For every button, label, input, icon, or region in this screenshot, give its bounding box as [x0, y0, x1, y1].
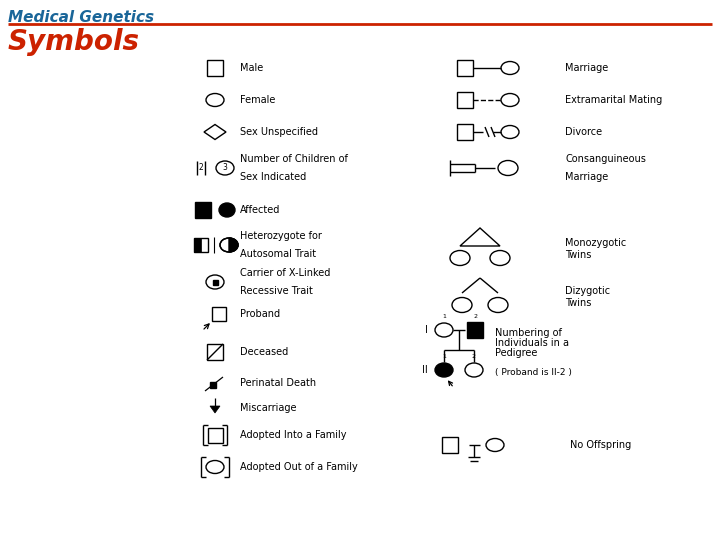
Text: Numbering of: Numbering of — [495, 328, 562, 338]
Text: Divorce: Divorce — [565, 127, 602, 137]
Text: Twins: Twins — [565, 298, 591, 308]
Bar — [212, 307, 226, 321]
Text: 1: 1 — [442, 314, 446, 319]
Text: Proband: Proband — [240, 309, 280, 319]
Text: Medical Genetics: Medical Genetics — [8, 10, 154, 25]
Ellipse shape — [219, 203, 235, 217]
Text: Female: Female — [240, 95, 275, 105]
Bar — [194, 238, 201, 252]
Polygon shape — [229, 238, 238, 252]
Text: Marriage: Marriage — [565, 172, 608, 182]
Text: Autosomal Trait: Autosomal Trait — [240, 249, 316, 259]
Text: Carrier of X-Linked: Carrier of X-Linked — [240, 268, 330, 278]
Text: 2: 2 — [473, 314, 477, 319]
Bar — [457, 124, 473, 140]
Ellipse shape — [435, 363, 453, 377]
Text: II: II — [422, 365, 428, 375]
Text: ( Proband is II-2 ): ( Proband is II-2 ) — [495, 368, 572, 377]
Text: Number of Children of: Number of Children of — [240, 154, 348, 164]
Text: Male: Male — [240, 63, 264, 73]
Text: Individuals in a: Individuals in a — [495, 338, 569, 348]
Text: Deceased: Deceased — [240, 347, 288, 357]
Bar — [467, 322, 483, 338]
Text: Monozygotic: Monozygotic — [565, 238, 626, 248]
Text: Recessive Trait: Recessive Trait — [240, 286, 313, 296]
Polygon shape — [210, 406, 220, 413]
Text: Miscarriage: Miscarriage — [240, 403, 297, 413]
Text: No Offspring: No Offspring — [570, 440, 631, 450]
Text: Marriage: Marriage — [565, 63, 608, 73]
Text: Heterozygote for: Heterozygote for — [240, 231, 322, 241]
Bar — [207, 428, 222, 442]
Text: Dizygotic: Dizygotic — [565, 286, 610, 296]
Text: Symbols: Symbols — [8, 28, 140, 56]
Text: Consanguineous: Consanguineous — [565, 154, 646, 164]
Bar — [210, 382, 216, 388]
Bar — [442, 437, 458, 453]
Text: 2: 2 — [199, 164, 203, 172]
Text: 2: 2 — [472, 354, 476, 359]
Text: I: I — [425, 325, 428, 335]
Bar — [195, 202, 211, 218]
Text: Perinatal Death: Perinatal Death — [240, 378, 316, 388]
Text: Twins: Twins — [565, 250, 591, 260]
Text: Sex Indicated: Sex Indicated — [240, 172, 306, 182]
Text: 3: 3 — [222, 164, 228, 172]
Bar — [457, 60, 473, 76]
Text: Sex Unspecified: Sex Unspecified — [240, 127, 318, 137]
Bar — [207, 60, 223, 76]
Bar — [457, 92, 473, 108]
Text: 1: 1 — [442, 354, 446, 359]
Text: Affected: Affected — [240, 205, 280, 215]
Bar — [194, 238, 208, 252]
Bar — [212, 280, 217, 285]
Text: Extramarital Mating: Extramarital Mating — [565, 95, 662, 105]
Text: Adopted Out of a Family: Adopted Out of a Family — [240, 462, 358, 472]
Text: Pedigree: Pedigree — [495, 348, 537, 358]
Text: Adopted Into a Family: Adopted Into a Family — [240, 430, 346, 440]
Bar — [207, 344, 223, 360]
